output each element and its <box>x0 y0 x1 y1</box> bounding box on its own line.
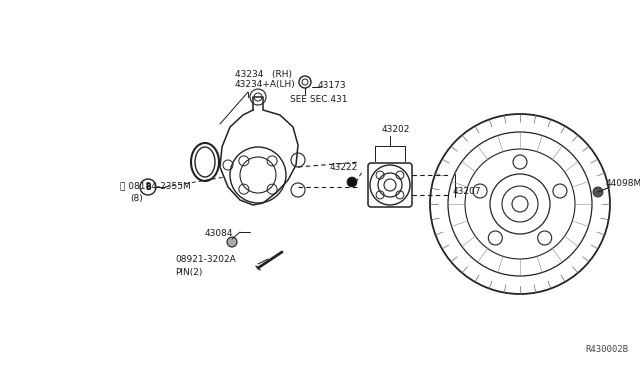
Text: 43084: 43084 <box>205 230 234 238</box>
Text: R430002B: R430002B <box>585 345 628 354</box>
Text: SEE SEC.431: SEE SEC.431 <box>290 96 348 105</box>
Text: B: B <box>145 183 151 192</box>
Text: (8): (8) <box>130 193 143 202</box>
Text: Ⓑ 08184-2355M: Ⓑ 08184-2355M <box>120 182 191 190</box>
Text: 43173: 43173 <box>318 81 347 90</box>
Circle shape <box>593 187 603 197</box>
Circle shape <box>347 177 357 187</box>
Text: PIN(2): PIN(2) <box>175 267 202 276</box>
Text: 43222: 43222 <box>330 164 358 173</box>
Text: 43234   (RH): 43234 (RH) <box>235 70 292 78</box>
Text: 43202: 43202 <box>382 125 410 135</box>
Text: 43207: 43207 <box>453 187 481 196</box>
Text: 43234+A(LH): 43234+A(LH) <box>235 80 296 89</box>
Text: 44098M: 44098M <box>606 180 640 189</box>
Circle shape <box>227 237 237 247</box>
Text: 08921-3202A: 08921-3202A <box>175 256 236 264</box>
